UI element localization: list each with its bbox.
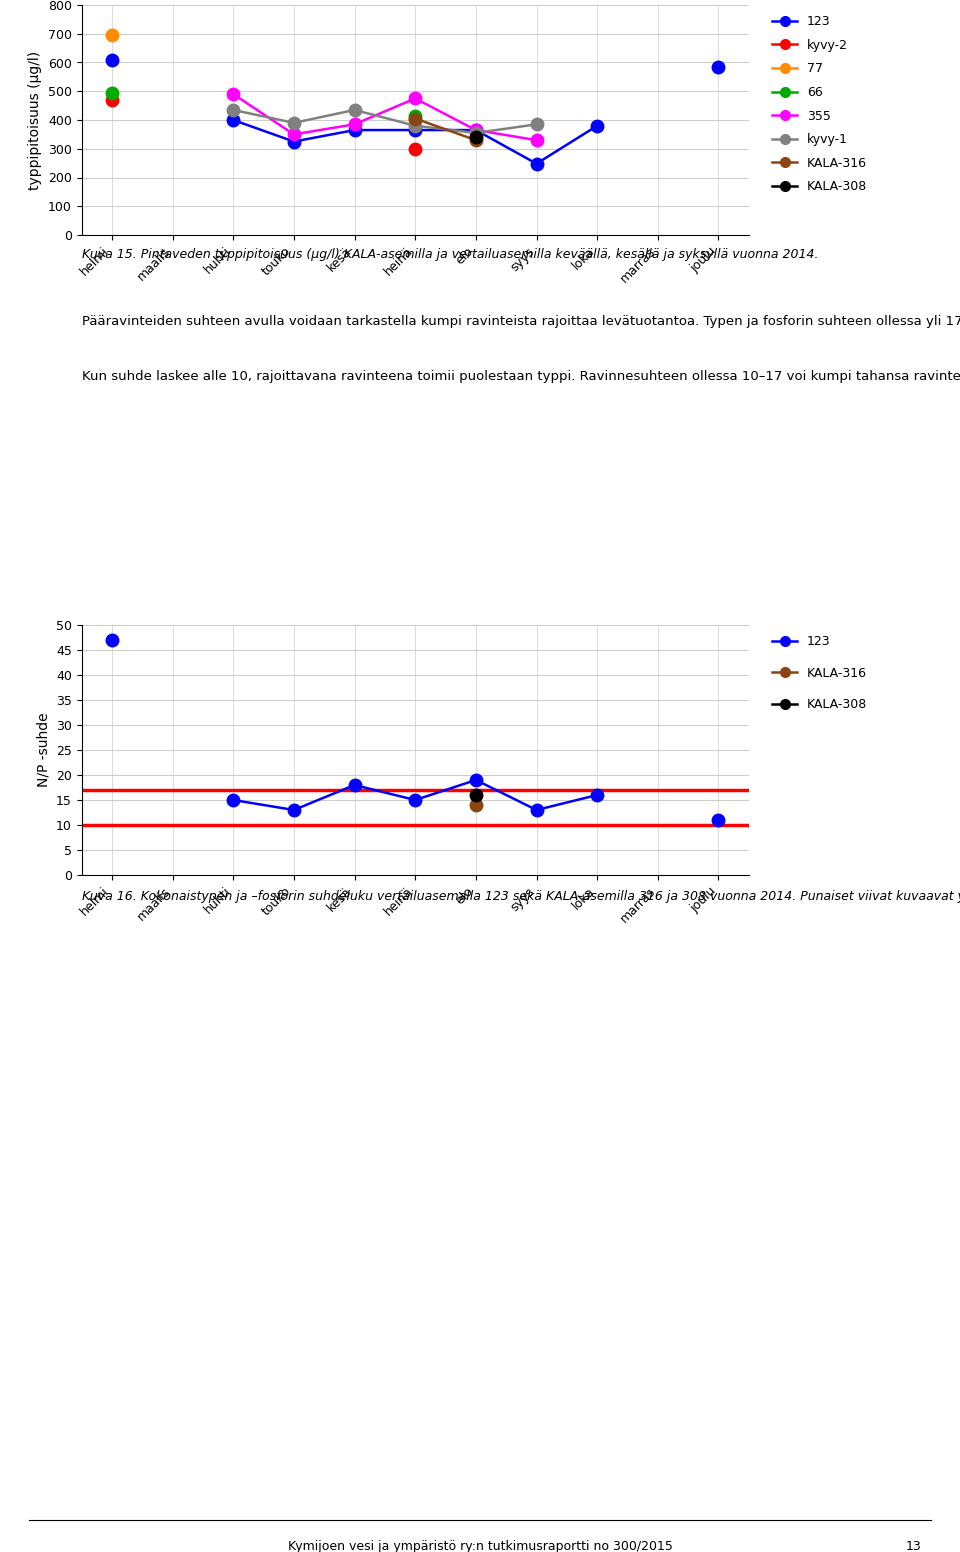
kyvy-1 — [410, 116, 421, 135]
Text: 13: 13 — [906, 1540, 922, 1552]
KALA-316 — [470, 130, 482, 149]
kyvy-1 — [470, 124, 482, 143]
Line: 355: 355 — [227, 88, 542, 146]
Text: Kun suhde laskee alle 10, rajoittavana ravinteena toimii puolestaan typpi. Ravin: Kun suhde laskee alle 10, rajoittavana r… — [82, 369, 960, 383]
Text: Kuva 15. Pintaveden typpipitoisuus (µg/l) KALA-asemilla ja vertailuasemilla kevä: Kuva 15. Pintaveden typpipitoisuus (µg/l… — [82, 248, 818, 261]
355 — [531, 130, 542, 149]
Y-axis label: N/P -suhde: N/P -suhde — [36, 712, 50, 787]
Line: KALA-316: KALA-316 — [409, 112, 482, 146]
355 — [348, 115, 360, 133]
Text: Pääravinteiden suhteen avulla voidaan tarkastella kumpi ravinteista rajoittaa le: Pääravinteiden suhteen avulla voidaan ta… — [82, 315, 960, 327]
Text: Kymijoen vesi ja ympäristö ry:n tutkimusraportti no 300/2015: Kymijoen vesi ja ympäristö ry:n tutkimus… — [288, 1540, 672, 1552]
KALA-316 — [410, 109, 421, 127]
kyvy-1 — [228, 101, 239, 120]
Line: kyvy-1: kyvy-1 — [227, 104, 542, 140]
Text: Kuva 16. Kokonaistypen ja –fosforin suhdeluku vertailuasemalla 123 sekä KALA-ase: Kuva 16. Kokonaistypen ja –fosforin suhd… — [82, 889, 960, 903]
Y-axis label: typpipitoisuus (µg/l): typpipitoisuus (µg/l) — [29, 50, 42, 189]
kyvy-1 — [288, 113, 300, 132]
355 — [288, 126, 300, 144]
Legend: 123, kyvy-2, 77, 66, 355, kyvy-1, KALA-316, KALA-308: 123, kyvy-2, 77, 66, 355, kyvy-1, KALA-3… — [768, 11, 871, 197]
355 — [228, 85, 239, 104]
355 — [470, 121, 482, 140]
kyvy-1 — [348, 101, 360, 120]
Legend: 123, KALA-316, KALA-308: 123, KALA-316, KALA-308 — [768, 632, 871, 715]
kyvy-1 — [531, 115, 542, 133]
355 — [410, 88, 421, 107]
